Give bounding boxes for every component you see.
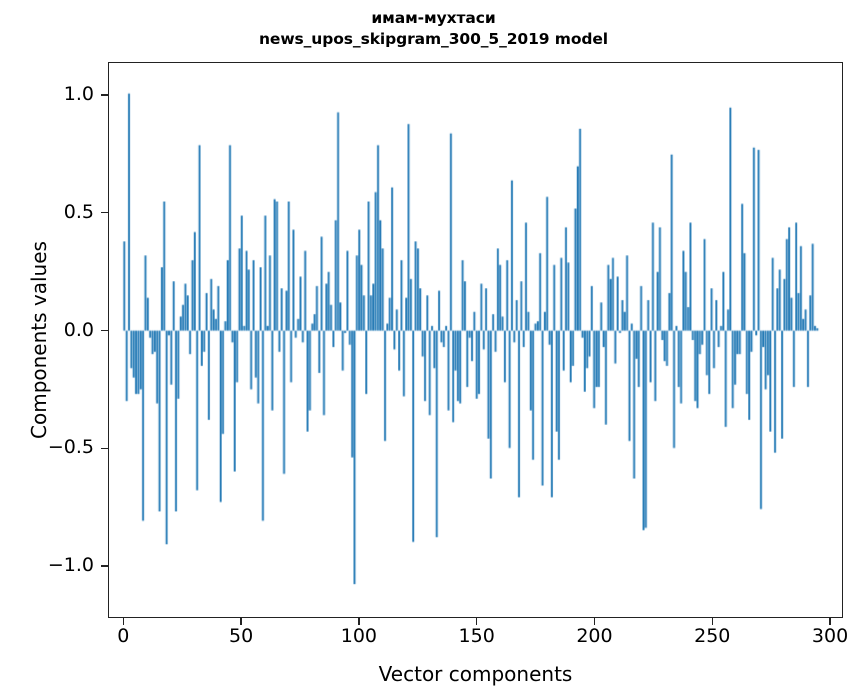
x-tick-label: 0 <box>117 625 130 647</box>
x-tick-label: 50 <box>229 625 254 647</box>
chart-title-line-1: имам-мухтаси <box>371 9 496 27</box>
y-tick-label: −1.0 <box>47 554 94 577</box>
x-tick-label: 250 <box>694 625 731 647</box>
x-tick-mark <box>829 618 831 625</box>
x-tick-mark <box>358 618 360 625</box>
y-tick-label: 1.0 <box>63 82 94 105</box>
y-axis-label: Components values <box>27 241 51 439</box>
y-tick-label: 0.5 <box>63 200 94 223</box>
x-tick-label: 150 <box>458 625 495 647</box>
y-tick-mark <box>101 212 108 214</box>
chart-title-line-2: news_upos_skipgram_300_5_2019 model <box>258 30 609 48</box>
y-tick-mark <box>101 447 108 450</box>
bar-series-canvas <box>109 63 842 617</box>
x-tick-label: 200 <box>576 625 613 647</box>
x-tick-mark <box>240 618 242 625</box>
y-tick-mark <box>101 329 108 332</box>
y-tick-label: 0.0 <box>63 318 94 341</box>
x-tick-mark <box>593 618 596 625</box>
y-tick-mark <box>101 565 108 567</box>
x-tick-label: 300 <box>811 625 849 647</box>
x-axis-label: Vector components <box>378 662 573 686</box>
plot-area <box>108 62 843 618</box>
x-tick-mark <box>122 618 124 625</box>
y-tick-mark <box>101 94 108 96</box>
x-tick-mark <box>475 618 478 625</box>
x-tick-label: 100 <box>340 625 378 647</box>
y-tick-label: −0.5 <box>47 436 94 459</box>
chart-title: имам-мухтаси news_upos_skipgram_300_5_20… <box>0 8 867 50</box>
x-tick-mark <box>711 618 713 625</box>
